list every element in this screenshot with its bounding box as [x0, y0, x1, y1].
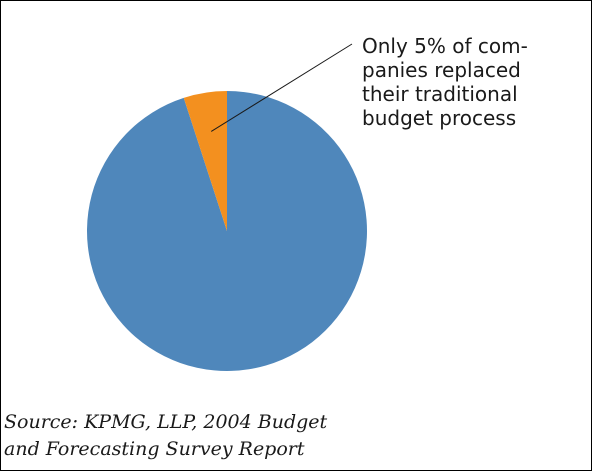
pie-slice — [183, 91, 227, 231]
annotation-line: panies replaced — [362, 58, 521, 82]
annotation-leader-line — [210, 43, 353, 132]
source-line: Source: KPMG, LLP, 2004 Budget — [4, 411, 328, 433]
annotation-line: Only 5% of com- — [362, 34, 528, 58]
pie-slice — [87, 91, 368, 371]
pie-slices — [87, 91, 368, 371]
annotation-text: Only 5% of com- panies replaced their tr… — [362, 34, 528, 130]
source-note: Source: KPMG, LLP, 2004 Budget and Forec… — [4, 409, 327, 463]
source-line: and Forecasting Survey Report — [4, 438, 305, 460]
annotation-line: their traditional — [362, 82, 518, 106]
annotation-line: budget process — [362, 106, 517, 130]
